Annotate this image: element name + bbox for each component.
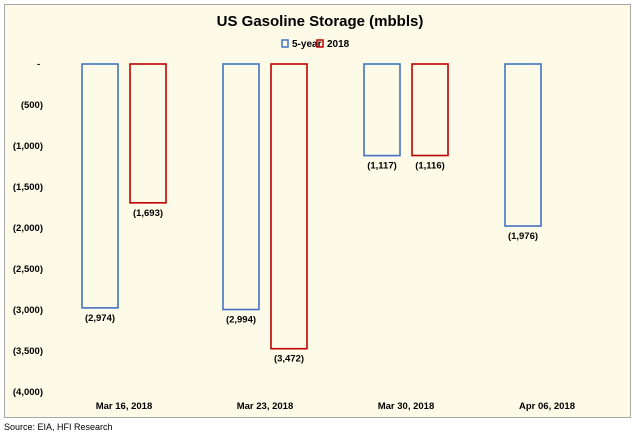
bar-2018: [411, 63, 449, 157]
y-tick-label: (500): [21, 100, 43, 111]
bar-2018: [129, 63, 167, 204]
data-label-5-year: (2,994): [226, 315, 256, 326]
y-tick-label: (1,000): [13, 141, 43, 152]
legend-label-2018: 2018: [327, 39, 350, 50]
bar-5-year: [81, 63, 119, 309]
y-tick-label: (3,500): [13, 346, 43, 357]
data-label-5-year: (2,974): [85, 313, 115, 324]
bar-5-year: [222, 63, 260, 311]
y-tick-label: (2,500): [13, 264, 43, 275]
data-label-5-year: (1,976): [508, 231, 538, 242]
legend-label-5-year: 5-year: [292, 39, 322, 50]
bar-2018: [270, 63, 308, 350]
x-category-label: Mar 30, 2018: [378, 401, 435, 412]
y-tick-label: -: [37, 59, 40, 70]
y-tick-label: (3,000): [13, 305, 43, 316]
y-tick-label: (4,000): [13, 387, 43, 398]
bar-5-year: [363, 63, 401, 157]
x-category-label: Apr 06, 2018: [519, 401, 575, 412]
y-tick-label: (1,500): [13, 182, 43, 193]
data-label-5-year: (1,117): [367, 161, 397, 172]
chart-frame: [4, 4, 631, 418]
legend-swatch-2018: [316, 39, 324, 48]
legend-swatch-5-year: [281, 39, 289, 48]
bar-5-year: [504, 63, 542, 227]
y-tick-label: (2,000): [13, 223, 43, 234]
x-category-label: Mar 23, 2018: [237, 401, 294, 412]
source-note: Source: EIA, HFI Research: [4, 422, 113, 432]
chart-title: US Gasoline Storage (mbbls): [217, 13, 424, 30]
data-label-2018: (1,693): [133, 208, 163, 219]
x-category-label: Mar 16, 2018: [96, 401, 153, 412]
data-label-2018: (3,472): [274, 354, 304, 365]
data-label-2018: (1,116): [415, 161, 445, 172]
